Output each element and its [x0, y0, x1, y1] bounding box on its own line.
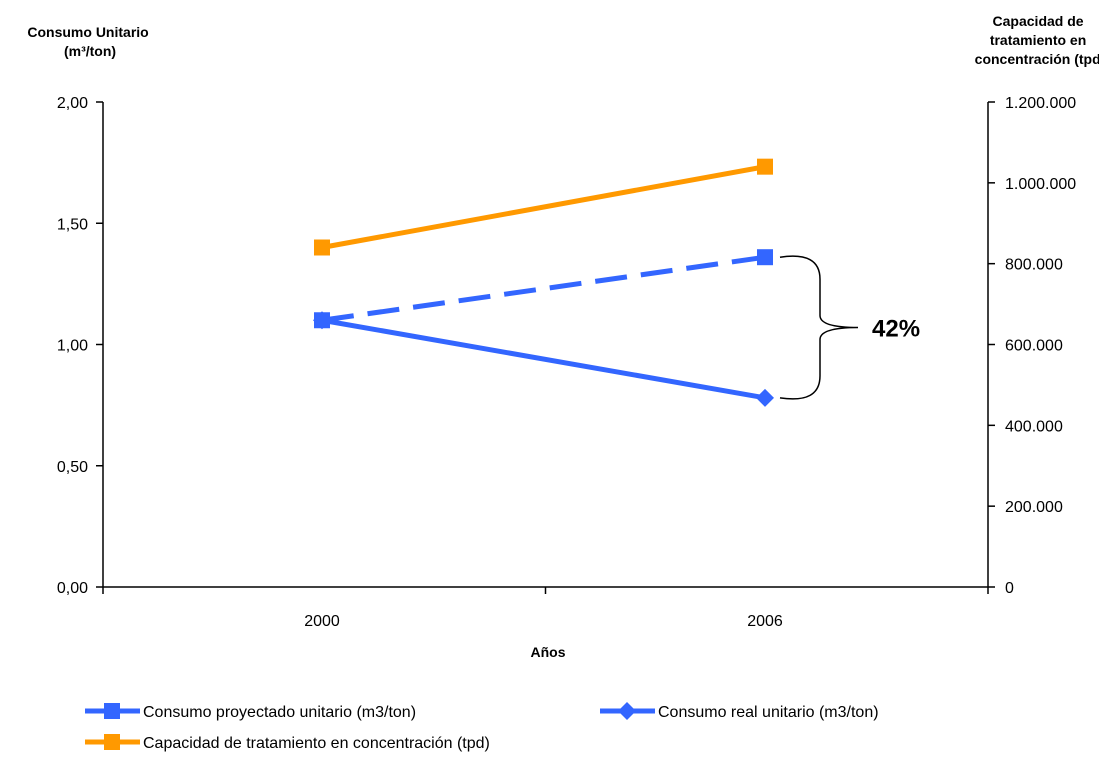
- legend-label: Consumo real unitario (m3/ton): [658, 704, 879, 721]
- legend-item-2: Consumo real unitario (m3/ton): [600, 702, 879, 721]
- series-2-line: [321, 317, 766, 401]
- series-3-point: [314, 239, 330, 256]
- legend-item-3: Capacidad de tratamiento en concentració…: [85, 734, 490, 752]
- series-3-point: [757, 158, 773, 175]
- legend-swatch-marker: [104, 734, 120, 750]
- legend-item-1: Consumo proyectado unitario (m3/ton): [85, 703, 416, 721]
- legend-label: Consumo proyectado unitario (m3/ton): [143, 704, 416, 721]
- right-axis-ticks: 0 200.000 400.000 600.000 800.000 1.000.000 1.…: [988, 95, 1076, 597]
- left-tick-label: 2,00: [57, 95, 88, 112]
- x-tick-label: 2000: [304, 613, 340, 630]
- left-tick-label: 0,50: [57, 459, 88, 476]
- left-tick-label: 1,50: [57, 216, 88, 233]
- x-axis-title: Años: [531, 644, 566, 660]
- left-tick-label: 1,00: [57, 338, 88, 355]
- x-axis-ticks: 2000 2006: [102, 587, 989, 630]
- right-axis-title: Capacidad de tratamiento en concentració…: [975, 13, 1099, 67]
- right-tick-label: 1.200.000: [1005, 95, 1076, 112]
- right-tick-label: 200.000: [1005, 499, 1063, 516]
- difference-label: 42%: [872, 316, 920, 343]
- series-3: [314, 158, 773, 256]
- series-1-point: [757, 249, 773, 266]
- legend: Consumo proyectado unitario (m3/ton) Cons…: [85, 702, 879, 752]
- right-tick-label: 800.000: [1005, 257, 1063, 274]
- series-2: [313, 311, 774, 407]
- series-2-point: [756, 388, 774, 407]
- series-1: [314, 249, 773, 329]
- left-axis-ticks: 0,00 0,50 1,00 1,50 2,00: [57, 95, 103, 597]
- difference-annotation: 42%: [779, 255, 920, 400]
- series-1-line: [321, 254, 766, 323]
- legend-label: Capacidad de tratamiento en concentració…: [143, 735, 490, 752]
- right-axis-title-line2: tratamiento en: [990, 32, 1086, 48]
- right-tick-label: 600.000: [1005, 338, 1063, 355]
- right-axis-title-line3: concentración (tpd): [975, 51, 1099, 67]
- axes: [102, 102, 989, 588]
- left-axis-title-line1: Consumo Unitario: [27, 24, 148, 40]
- series-3-line: [321, 164, 766, 250]
- x-tick-label: 2006: [747, 613, 783, 630]
- left-axis-title-line2: (m³/ton): [64, 43, 116, 59]
- left-tick-label: 0,00: [57, 580, 88, 597]
- series-2-point: [313, 311, 331, 330]
- right-tick-label: 0: [1005, 580, 1014, 597]
- left-axis-title: Consumo Unitario (m³/ton): [27, 24, 152, 59]
- legend-swatch-marker: [104, 703, 120, 719]
- difference-brace: [779, 255, 859, 400]
- right-axis-title-line1: Capacidad de: [993, 13, 1084, 29]
- legend-swatch-marker: [618, 702, 636, 720]
- right-tick-label: 1.000.000: [1005, 176, 1076, 193]
- right-tick-label: 400.000: [1005, 418, 1063, 435]
- plot-series: [313, 158, 774, 407]
